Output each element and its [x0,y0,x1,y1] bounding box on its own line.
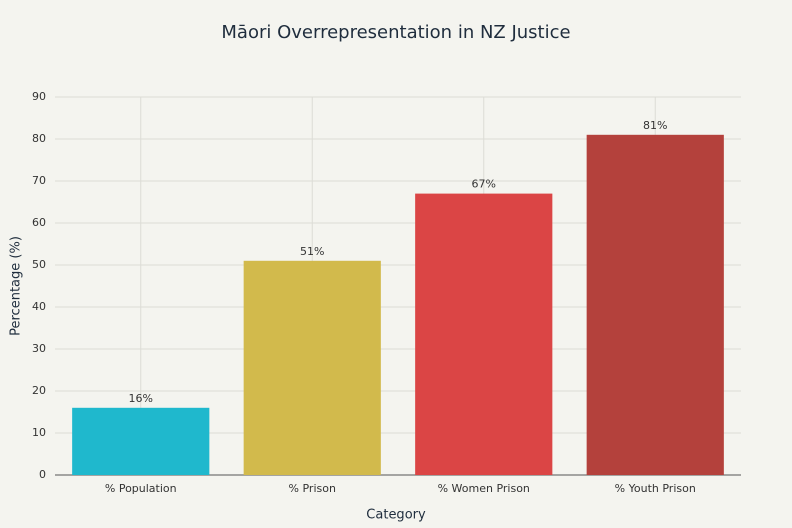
y-tick-label: 10 [32,426,46,439]
chart-title: Māori Overrepresentation in NZ Justice [221,22,570,43]
data-label: 67% [472,178,496,191]
y-tick-label: 90 [32,90,46,103]
x-axis-label: Category [366,508,426,523]
y-tick-label: 70 [32,174,46,187]
y-tick-label: 60 [32,216,46,229]
x-tick-label: % Prison [289,482,336,495]
y-tick-label: 20 [32,384,46,397]
bar [72,407,210,475]
y-axis-label: Percentage (%) [9,236,24,336]
data-label: 81% [643,119,667,132]
bar [243,260,381,475]
bar [415,193,553,475]
x-tick-label: % Youth Prison [615,482,696,495]
data-label: 51% [300,245,324,258]
y-tick-label: 50 [32,258,46,271]
bar [586,134,724,476]
y-tick-label: 0 [39,468,46,481]
data-label: 16% [129,392,153,405]
x-tick-label: % Population [105,482,177,495]
y-tick-label: 40 [32,300,46,313]
y-tick-label: 80 [32,132,46,145]
y-tick-label: 30 [32,342,46,355]
x-tick-label: % Women Prison [438,482,530,495]
